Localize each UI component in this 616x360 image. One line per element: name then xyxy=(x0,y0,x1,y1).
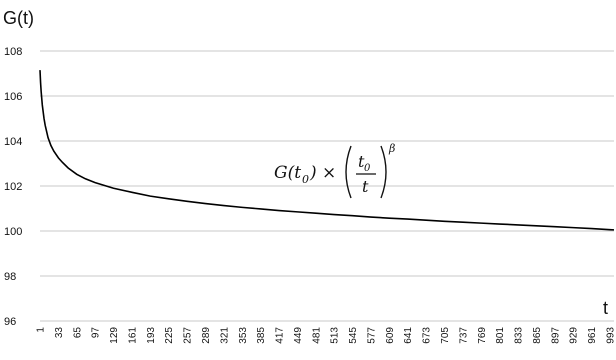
x-tick-label: 961 xyxy=(587,327,598,344)
formula-lhs: G(t xyxy=(274,163,301,183)
formula-denominator: t xyxy=(362,177,369,196)
x-tick-label: 513 xyxy=(330,327,341,344)
x-tick-label: 481 xyxy=(311,327,322,344)
formula-left-paren xyxy=(345,145,352,199)
x-tick-label: 545 xyxy=(348,327,359,344)
x-axis-label: t xyxy=(603,298,608,318)
x-tick-label: 321 xyxy=(219,327,230,344)
x-tick-label: 257 xyxy=(183,327,194,344)
formula-right-paren xyxy=(380,145,387,199)
x-tick-label: 993 xyxy=(605,327,616,344)
y-axis-label: G(t) xyxy=(3,8,34,28)
x-tick-label: 289 xyxy=(201,327,212,344)
y-tick-labels: 96 98 100 102 104 106 108 xyxy=(4,46,22,328)
y-tick-label: 102 xyxy=(4,181,22,193)
x-tick-label: 385 xyxy=(256,327,267,344)
formula-numerator-subscript: 0 xyxy=(364,163,371,174)
x-tick-label: 769 xyxy=(477,327,488,344)
y-tick-label: 104 xyxy=(4,136,22,148)
x-tick-label: 577 xyxy=(366,327,377,344)
x-tick-label: 193 xyxy=(146,327,157,344)
x-tick-labels: 1 33 65 97 129 161 193 225 257 289 321 353 385 417 449… xyxy=(36,327,616,344)
y-tick-label: 98 xyxy=(4,271,16,283)
x-tick-label: 417 xyxy=(275,327,286,344)
formula-exponent: β xyxy=(388,142,395,155)
gridlines xyxy=(40,50,614,322)
x-tick-label: 129 xyxy=(109,327,120,344)
formula-annotation: G(t 0 ) × t 0 t β xyxy=(274,142,395,199)
x-tick-label: 449 xyxy=(293,327,304,344)
x-tick-label: 225 xyxy=(164,327,175,344)
x-tick-label: 673 xyxy=(422,327,433,344)
x-tick-label: 1 xyxy=(36,327,47,333)
y-tick-label: 106 xyxy=(4,91,22,103)
x-tick-label: 865 xyxy=(532,327,543,344)
formula-lhs-close: ) × xyxy=(309,163,336,183)
x-tick-label: 641 xyxy=(403,327,414,344)
x-tick-label: 97 xyxy=(91,327,102,339)
series-line xyxy=(39,70,615,231)
x-tick-label: 929 xyxy=(569,327,580,344)
x-tick-label: 801 xyxy=(495,327,506,344)
x-tick-label: 609 xyxy=(385,327,396,344)
x-tick-label: 33 xyxy=(54,327,65,339)
x-tick-label: 897 xyxy=(550,327,561,344)
x-tick-label: 353 xyxy=(238,327,249,344)
y-tick-label: 100 xyxy=(4,226,22,238)
x-tick-label: 161 xyxy=(127,327,138,344)
formula-lhs-subscript: 0 xyxy=(302,173,309,186)
x-tick-label: 833 xyxy=(514,327,525,344)
x-tick-label: 65 xyxy=(72,327,83,339)
x-tick-label: 705 xyxy=(440,327,451,344)
formula-numerator: t xyxy=(358,152,365,171)
y-tick-label: 96 xyxy=(4,316,16,328)
x-tick-label: 737 xyxy=(458,327,469,344)
y-tick-label: 108 xyxy=(4,46,22,58)
